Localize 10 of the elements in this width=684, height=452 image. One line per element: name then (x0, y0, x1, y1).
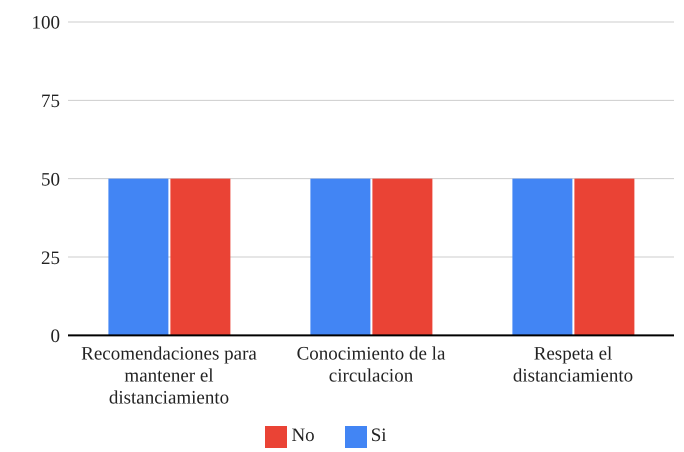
y-tick-label: 100 (32, 12, 60, 34)
legend-label: Si (370, 425, 387, 446)
y-tick-label: 0 (50, 326, 60, 348)
x-tick-label: Respeta el distanciamiento (512, 343, 634, 386)
y-tick-label: 75 (41, 91, 60, 112)
legend-label: No (291, 425, 315, 446)
y-tick-label: 50 (41, 169, 60, 190)
x-tick-label: Recomendaciones para mantener el distanciamiento (81, 343, 258, 408)
y-tick-label: 25 (41, 248, 60, 269)
x-tick-label: Conocimiento de la circulacion (296, 343, 446, 386)
